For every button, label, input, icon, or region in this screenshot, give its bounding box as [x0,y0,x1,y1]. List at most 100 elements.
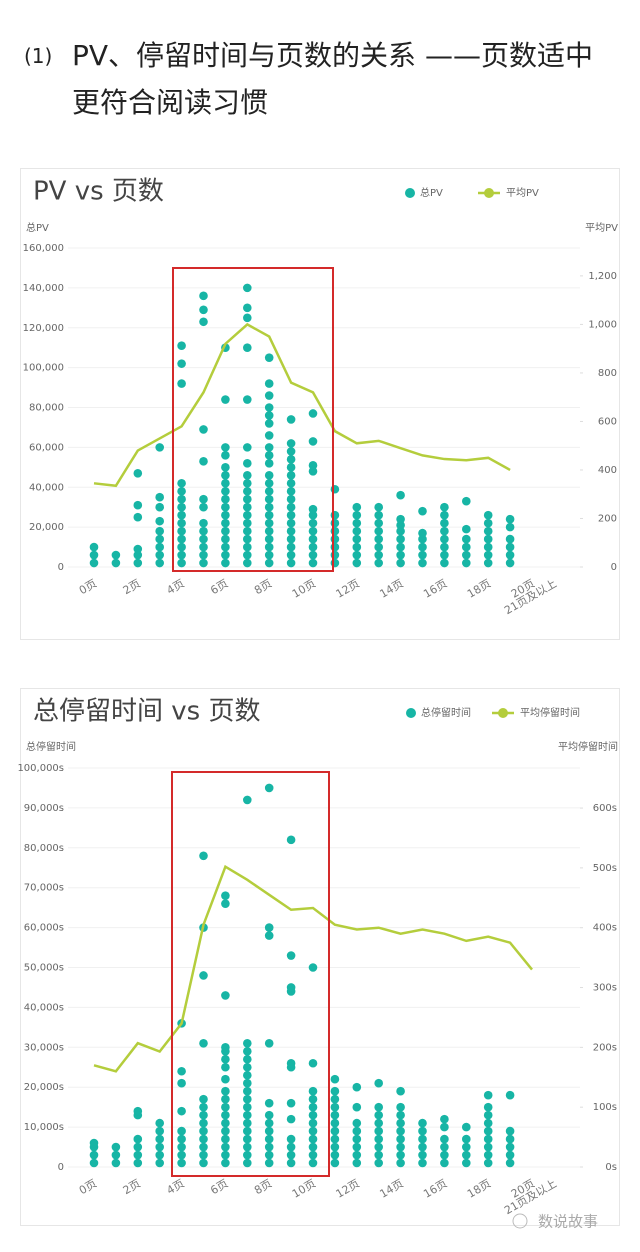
dot [286,1058,296,1068]
chart-title: PV vs 页数 [33,177,164,207]
dot [243,542,252,552]
dot [418,542,427,552]
x-tick-label: 6页 [208,1177,230,1197]
dot [264,1098,274,1108]
dot [264,494,274,504]
dot [111,550,121,560]
dot [374,1102,384,1112]
dot [243,1046,252,1056]
dot [286,455,296,464]
dot [177,1066,186,1076]
dot [221,1102,230,1112]
dot [330,558,340,568]
y2-tick-label: 800 [598,368,617,379]
dot [505,534,515,544]
dot [243,303,252,313]
dot [308,1094,318,1104]
y-tick-label: 100,000s [17,763,64,774]
dot [374,1142,384,1152]
dot [462,524,471,534]
dot [396,514,405,524]
dot [462,1134,471,1144]
dot [243,1126,252,1136]
dot [286,486,296,496]
dot [221,486,230,496]
dot [199,1094,208,1104]
x-tick-label: 6页 [208,577,230,597]
dot [352,1158,362,1168]
dot [177,1078,186,1088]
watermark-icon [512,1213,528,1229]
dot [199,1134,208,1144]
y-tick-label: 50,000s [24,963,64,974]
y2-tick-label: 400 [598,465,617,476]
dot [396,558,405,568]
y2-tick-label: 600 [598,416,617,427]
dot [308,518,318,528]
dot [440,1158,449,1168]
dot [133,1134,143,1144]
dot [286,1158,296,1168]
dot [221,478,230,488]
dot [286,478,296,488]
dot [418,534,427,544]
dot [483,510,493,520]
dot [199,1102,208,1112]
dot [308,526,318,536]
dot [286,470,296,480]
dot [177,502,186,512]
dot [89,1158,99,1168]
dot [374,550,384,560]
dot [199,1126,208,1136]
dot [440,542,449,552]
dot [264,502,274,512]
dot [374,510,384,520]
dot [440,1142,449,1152]
dot [483,1118,493,1128]
dot [462,496,471,506]
y2-tick-label: 1,000 [588,319,617,330]
dot [308,1110,318,1120]
dot [264,478,274,488]
heading-number: (1) [24,44,53,68]
dot [462,534,471,544]
dot [264,431,274,440]
dot [440,518,449,528]
highlight-box [171,771,330,1177]
dot [221,1110,230,1120]
dot [243,283,252,293]
dot [111,1150,121,1160]
dot [352,1142,362,1152]
dot [286,447,296,456]
dot [221,502,230,512]
dot [177,1134,186,1144]
dot [177,478,186,488]
dot [155,550,164,560]
dot [440,1134,449,1144]
dot [330,510,340,520]
dot [374,502,384,512]
dot [221,1158,230,1168]
dot [308,1142,318,1152]
legend-label: 平均PV [506,187,539,199]
dot [221,1054,230,1064]
y2-tick-label: 300s [593,983,617,994]
x-tick-label: 16页 [421,1177,449,1201]
dot [199,317,208,327]
dot [418,506,427,516]
x-tick-label: 16页 [421,577,449,601]
y2-axis-title: 平均PV [585,222,618,234]
dot [199,518,208,528]
dot [462,1150,471,1160]
dot [308,1158,318,1168]
dot [243,795,252,805]
dot [264,1126,274,1136]
y2-tick-label: 0 [611,562,617,573]
dot [374,518,384,528]
dot [286,1098,296,1108]
dot [440,558,449,568]
dot [264,353,274,362]
dot [483,1090,493,1100]
dot [396,490,405,500]
